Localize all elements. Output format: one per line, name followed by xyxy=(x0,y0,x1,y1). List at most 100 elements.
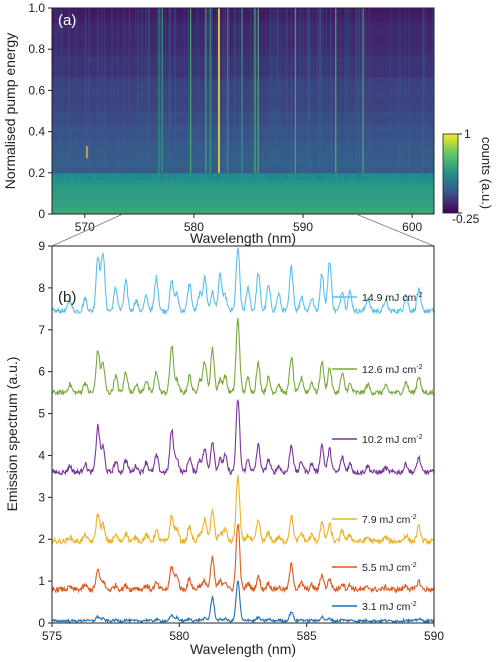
colorbar-label: counts (a.u.) xyxy=(479,137,494,209)
heatmap-streak xyxy=(135,8,137,179)
heatmap-streak xyxy=(307,8,309,179)
heatmap-row xyxy=(52,83,434,91)
heatmap-streak xyxy=(225,8,226,179)
heatmap-streak xyxy=(129,8,130,179)
spectrum-line xyxy=(52,474,434,546)
heatmap-streak xyxy=(330,8,332,179)
heatmap-streak xyxy=(306,8,308,179)
legend-item: 5.5 mJ cm-2 xyxy=(332,562,417,574)
heatmap-streak xyxy=(359,8,361,179)
heatmap-streak xyxy=(346,8,347,179)
heatmap-streak xyxy=(357,8,358,179)
heatmap-row xyxy=(52,111,434,119)
panel-a-frame xyxy=(51,7,435,215)
heatmap-streak xyxy=(405,8,407,179)
heatmap-streak xyxy=(274,8,276,179)
heatmap-streak xyxy=(305,8,307,179)
legend-label-exponent: -2 xyxy=(416,434,422,441)
heatmap-streak xyxy=(423,8,425,179)
heatmap-streak xyxy=(128,8,130,179)
heatmap-streak xyxy=(356,8,357,179)
colorbar-min-label: -0.25 xyxy=(452,212,480,226)
y-tick-label: 4 xyxy=(38,448,45,462)
heatmap-row xyxy=(52,152,434,160)
heatmap-streak xyxy=(68,8,70,179)
heatmap-streak xyxy=(61,8,63,179)
heatmap-streak xyxy=(322,8,324,179)
heatmap-streak xyxy=(234,8,236,179)
lasing-line xyxy=(205,8,207,173)
panel-b: 575 580 585 590 0 1 2 3 4 5 6 7 8 9 (b) Wavelength (… xyxy=(4,239,444,657)
heatmap-row xyxy=(52,117,434,126)
heatmap-streak xyxy=(296,8,298,179)
heatmap-row xyxy=(52,172,434,181)
colorbar-gradient xyxy=(442,133,459,214)
zoom-line-left xyxy=(51,213,124,247)
legend-item: 14.9 mJ cm-2 xyxy=(332,292,423,304)
heatmap-row xyxy=(52,14,434,23)
heatmap-row xyxy=(52,159,434,167)
heatmap-streak xyxy=(183,8,185,179)
heatmap-streak xyxy=(432,8,434,179)
heatmap-streak xyxy=(276,8,278,179)
y-tick-label: 8 xyxy=(38,281,45,295)
legend-item: 12.6 mJ cm-2 xyxy=(332,364,423,376)
heatmap-row xyxy=(52,8,434,16)
legend-item: 7.9 mJ cm-2 xyxy=(332,514,417,526)
heatmap-streak xyxy=(175,8,177,179)
panel-a: 570 580 590 600 0 0.2 0.4 0.6 0.8 1.0 (a) Wavele… xyxy=(2,1,494,246)
heatmap-streak xyxy=(148,8,150,179)
heatmap-streak xyxy=(299,8,300,179)
legend-label-exponent: -2 xyxy=(416,292,422,299)
heatmap-streak xyxy=(270,8,272,179)
heatmap-streak xyxy=(280,8,282,179)
heatmap-streak xyxy=(269,8,271,179)
heatmap-row xyxy=(52,124,434,133)
panel-b-x-ticks: 575 580 585 590 xyxy=(42,623,444,643)
heatmap-row xyxy=(52,76,434,85)
heatmap-streak xyxy=(319,8,321,179)
heatmap-streak xyxy=(68,8,70,179)
heatmap-streak xyxy=(57,8,59,179)
heatmap-row xyxy=(52,145,434,153)
heatmap-streak xyxy=(308,8,310,179)
heatmap-streak xyxy=(123,8,125,179)
lasing-line xyxy=(294,8,296,173)
x-tick-label: 570 xyxy=(75,220,95,234)
heatmap-streak xyxy=(312,8,314,179)
y-tick-label: 2 xyxy=(38,532,45,546)
heatmap-streak xyxy=(277,8,279,179)
heatmap-streak xyxy=(355,8,357,179)
heatmap xyxy=(52,8,434,214)
legend-label: 3.1 mJ cm-2 xyxy=(362,601,417,613)
heatmap-streak xyxy=(159,8,161,179)
heatmap-streak xyxy=(55,8,57,179)
heatmap-streak xyxy=(310,8,312,179)
panel-a-xlabel: Wavelength (nm) xyxy=(190,230,296,246)
x-tick-label: 585 xyxy=(297,629,317,643)
lasing-line xyxy=(241,8,243,173)
heatmap-streak xyxy=(299,8,301,179)
legend-label: 14.9 mJ cm-2 xyxy=(362,292,423,304)
heatmap-streak xyxy=(148,8,150,179)
lasing-line xyxy=(227,8,229,173)
heatmap-streak xyxy=(117,8,119,179)
heatmap-streak xyxy=(365,8,366,179)
heatmap-streak xyxy=(286,8,288,179)
panel-b-frame xyxy=(51,245,435,624)
heatmap-row xyxy=(52,138,434,146)
spectrum-line xyxy=(52,317,434,397)
heatmap-streak xyxy=(345,8,347,179)
heatmap-streak xyxy=(368,8,370,179)
panel-a-y-ticks: 0 0.2 0.4 0.6 0.8 1.0 xyxy=(28,1,52,221)
lasing-line xyxy=(335,8,337,173)
legend-label: 5.5 mJ cm-2 xyxy=(362,562,417,574)
legend-label-exponent: -2 xyxy=(410,601,416,608)
heatmap-streak xyxy=(170,8,172,179)
heatmap-row xyxy=(52,42,434,50)
heatmap-streak xyxy=(148,8,150,179)
heatmap-streak xyxy=(174,8,176,179)
heatmap-streak xyxy=(272,8,274,179)
heatmap-streak xyxy=(198,8,199,179)
zoom-line-right xyxy=(355,213,435,247)
